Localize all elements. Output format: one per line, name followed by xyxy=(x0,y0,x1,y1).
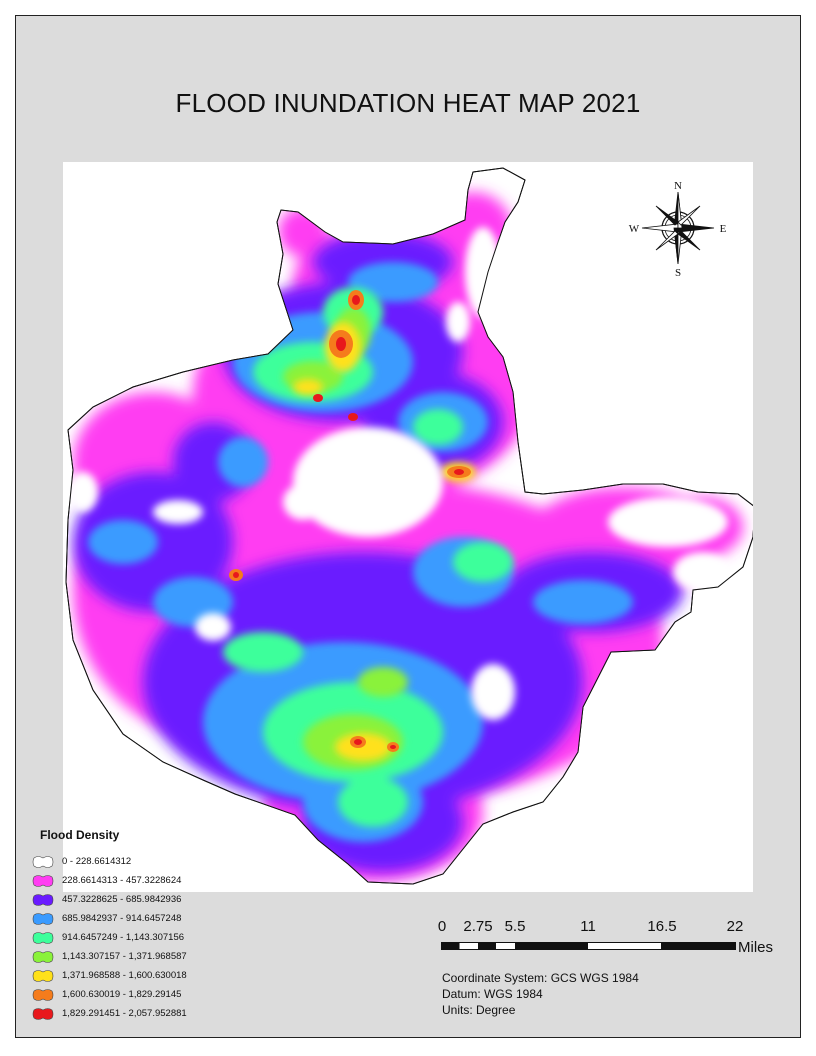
legend-swatch-icon xyxy=(32,950,54,963)
legend-item-label: 1,371.968588 - 1,600.630018 xyxy=(62,970,187,981)
scale-label: 22 xyxy=(726,918,744,935)
hotspot-red xyxy=(313,394,323,402)
hotspot-red xyxy=(354,739,362,745)
legend-swatch-icon xyxy=(32,893,54,906)
north-arrow-icon: N S E W xyxy=(629,180,727,278)
hotspot-red xyxy=(336,337,346,351)
compass-east-label: E xyxy=(720,223,727,235)
hotspot-red xyxy=(348,413,358,421)
hotspot-group xyxy=(229,290,471,752)
legend-item: 457.3228625 - 685.9842936 xyxy=(32,890,332,909)
scale-label: 5.5 xyxy=(504,918,526,935)
datum-text: Datum: WGS 1984 xyxy=(442,987,543,1001)
hotspot-red xyxy=(454,469,464,475)
legend-item-label: 0 - 228.6614312 xyxy=(62,856,132,867)
legend-item: 1,829.291451 - 2,057.952881 xyxy=(32,1004,332,1023)
legend-items: 0 - 228.6614312 228.6614313 - 457.3228624… xyxy=(32,852,332,1023)
compass-west-label: W xyxy=(629,223,640,235)
legend-item: 914.6457249 - 1,143.307156 xyxy=(32,928,332,947)
legend-item: 0 - 228.6614312 xyxy=(32,852,332,871)
hotspot-red xyxy=(233,572,239,578)
legend-item-label: 914.6457249 - 1,143.307156 xyxy=(62,932,185,943)
legend-swatch-icon xyxy=(32,988,54,1001)
coordinate-info: Coordinate System: GCS WGS 1984 Datum: W… xyxy=(442,970,639,1018)
scale-label: 2.75 xyxy=(463,918,493,935)
legend-item: 1,600.630019 - 1,829.29145 xyxy=(32,985,332,1004)
map-title: FLOOD INUNDATION HEAT MAP 2021 xyxy=(175,88,641,118)
legend-item-label: 1,829.291451 - 2,057.952881 xyxy=(62,1008,187,1019)
compass-south-label: S xyxy=(675,267,681,278)
legend-item-label: 1,143.307157 - 1,371.968587 xyxy=(62,951,187,962)
legend-item: 685.9842937 - 914.6457248 xyxy=(32,909,332,928)
legend-item-label: 228.6614313 - 457.3228624 xyxy=(62,875,182,886)
hotspot-red xyxy=(390,745,396,749)
legend-swatch-icon xyxy=(32,931,54,944)
legend-title: Flood Density xyxy=(40,828,120,842)
units-text: Units: Degree xyxy=(442,1003,516,1017)
legend-item: 1,371.968588 - 1,600.630018 xyxy=(32,966,332,985)
low-density-gaps xyxy=(68,227,733,720)
scale-label: 0 xyxy=(437,918,447,935)
heat-map xyxy=(65,167,753,885)
legend-item-label: 685.9842937 - 914.6457248 xyxy=(62,913,182,924)
legend-item: 228.6614313 - 457.3228624 xyxy=(32,871,332,890)
map-panel xyxy=(63,162,753,892)
legend-item: 1,143.307157 - 1,371.968587 xyxy=(32,947,332,966)
legend: Flood Density 0 - 228.6614312 228.6614313… xyxy=(32,828,332,1023)
hotspot-red xyxy=(352,295,360,305)
legend-swatch-icon xyxy=(32,1007,54,1020)
legend-swatch-icon xyxy=(32,969,54,982)
legend-item-label: 457.3228625 - 685.9842936 xyxy=(62,894,182,905)
region-border-line xyxy=(65,167,753,885)
coordinate-system-text: Coordinate System: GCS WGS 1984 xyxy=(442,971,639,985)
compass-north-label: N xyxy=(674,180,682,192)
legend-item-label: 1,600.630019 - 1,829.29145 xyxy=(62,989,182,1000)
scale-bar: 0 2.75 5.5 11 16.5 22 Miles xyxy=(436,918,796,968)
scale-label: 16.5 xyxy=(647,918,677,935)
legend-swatch-icon xyxy=(32,855,54,868)
scale-label: 11 xyxy=(580,918,596,935)
scale-units: Miles xyxy=(738,939,774,956)
legend-swatch-icon xyxy=(32,912,54,925)
scale-bar-graphic xyxy=(441,942,736,950)
legend-swatch-icon xyxy=(32,874,54,887)
